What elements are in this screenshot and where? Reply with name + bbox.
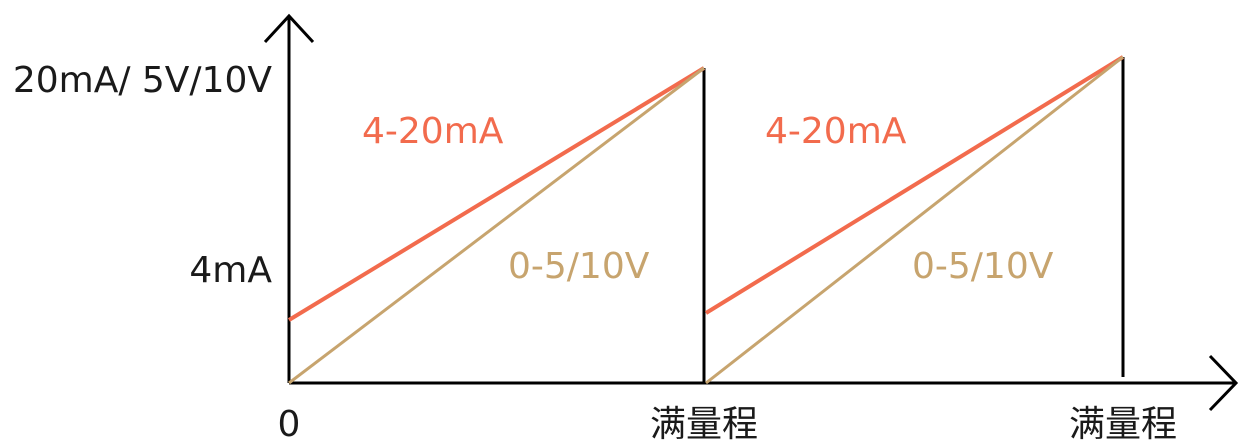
series-label-4-20ma-cycle-2: 4-20mA: [765, 111, 907, 152]
series-line-4-20ma-cycle-2: [704, 55, 1125, 315]
x-tick-label-zero: 0: [278, 404, 301, 441]
y-tick-label-top: 20mA/ 5V/10V: [13, 60, 273, 101]
series-line-4-20ma-cycle-1: [287, 66, 706, 322]
x-tick-label-full-scale-2: 满量程: [1069, 404, 1177, 441]
series-line-0-5-10v-cycle-1: [288, 66, 705, 385]
series-line-0-5-10v-cycle-2: [705, 55, 1124, 385]
y-axis-arrow: [263, 13, 315, 44]
x-tick-label-full-scale-1: 满量程: [650, 404, 758, 441]
y-tick-label-4ma: 4mA: [189, 250, 272, 291]
series-label-4-20ma-cycle-1: 4-20mA: [362, 111, 504, 152]
series-label-0-5-10v-cycle-2: 0-5/10V: [912, 246, 1054, 287]
series-label-0-5-10v-cycle-1: 0-5/10V: [508, 246, 650, 287]
x-axis-arrow: [1208, 354, 1239, 412]
